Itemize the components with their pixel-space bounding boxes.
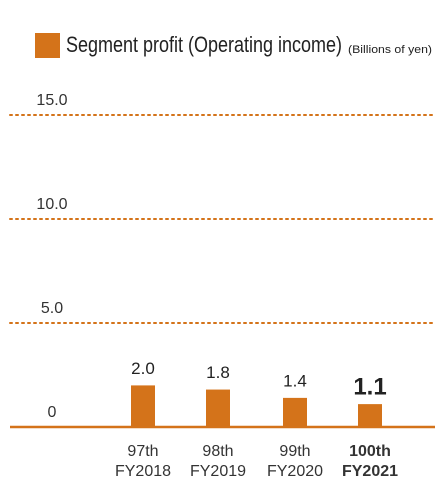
unit-label: (Billions of yen) — [348, 44, 432, 56]
value-label: 1.4 — [283, 371, 307, 390]
x-tick-label: FY2020 — [267, 463, 323, 480]
x-tick-label: FY2018 — [115, 463, 171, 480]
period-label: 98th — [202, 443, 233, 460]
y-tick-label: 0 — [48, 404, 57, 421]
bar — [131, 385, 155, 427]
legend-label: Segment profit (Operating income) — [66, 32, 342, 57]
bar — [358, 404, 382, 427]
value-label: 1.8 — [206, 363, 230, 382]
value-label: 2.0 — [131, 359, 155, 378]
y-tick-label: 5.0 — [41, 300, 63, 317]
y-tick-label: 10.0 — [36, 196, 67, 213]
legend-swatch — [35, 33, 60, 58]
period-label: 97th — [127, 443, 158, 460]
bar — [206, 389, 230, 427]
y-tick-label: 15.0 — [36, 92, 67, 109]
x-tick-label: FY2021 — [342, 463, 398, 480]
x-tick-label: FY2019 — [190, 463, 246, 480]
bar — [283, 397, 307, 427]
period-label: 100th — [349, 443, 391, 460]
period-label: 99th — [279, 443, 310, 460]
value-label: 1.1 — [353, 373, 386, 400]
